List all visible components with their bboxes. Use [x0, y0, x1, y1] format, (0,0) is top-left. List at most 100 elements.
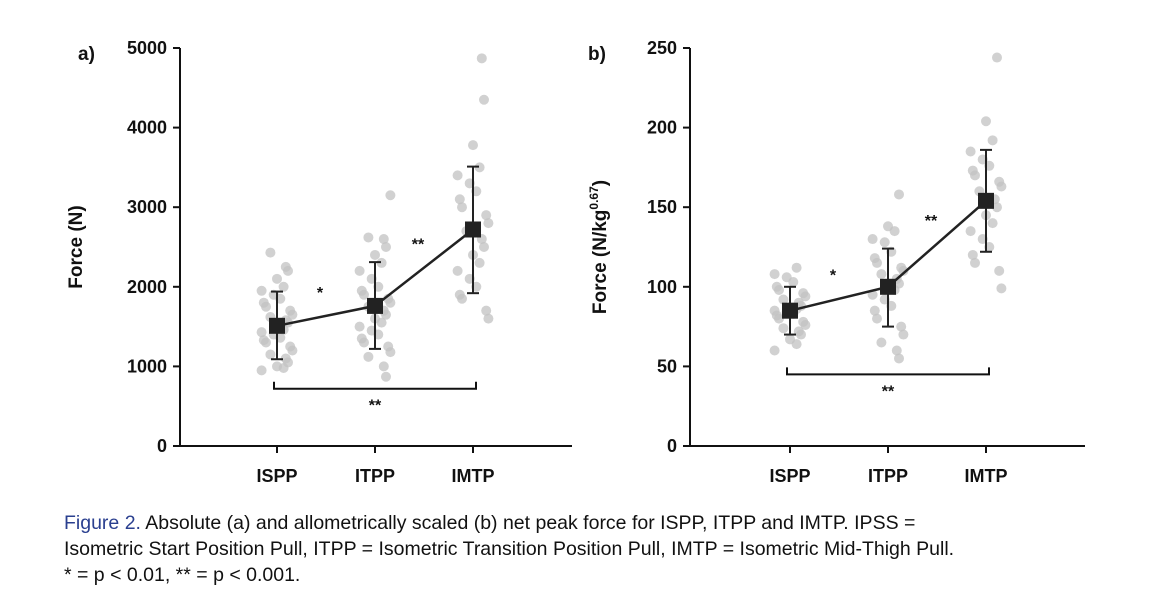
panel-b-individual-point: [996, 283, 1007, 294]
panel-b-individual-point: [781, 272, 792, 283]
caption-line-1: Figure 2. Absolute (a) and allometricall…: [64, 510, 1159, 536]
caption-line-3: * = p < 0.01, ** = p < 0.001.: [64, 564, 301, 586]
panel-a-individual-point: [479, 94, 489, 105]
panel-a: a) 0 1000 2000 3000 4000 5000 ISPP ITPP IMTP Force…: [66, 38, 572, 486]
panel-a-individual-point: [354, 265, 365, 276]
panel-b-x-tick-label: ITPP: [868, 466, 908, 486]
panel-a-y-tick-label: 1000: [127, 356, 167, 376]
panel-b-individual-point: [967, 249, 978, 260]
panel-b-individual-point: [965, 146, 976, 157]
panel-b-individual-point: [894, 189, 904, 200]
figure-caption: Figure 2. Absolute (a) and allometricall…: [64, 510, 1159, 588]
panel-a-individual-point: [265, 247, 276, 258]
panel-a-individual-point: [280, 261, 291, 272]
panel-b-individual-point: [883, 221, 893, 232]
panel-b-individual-point: [769, 269, 780, 280]
panel-a-individual-point: [378, 361, 389, 372]
panel-b-individual-point: [891, 345, 902, 356]
panel-a-individual-point: [256, 285, 267, 296]
panel-a-individual-point: [363, 351, 374, 362]
panel-b-individual-point: [994, 265, 1005, 276]
panel-b-individual-point: [896, 321, 907, 332]
panel-a-individual-point: [278, 281, 289, 292]
panel-a-individual-point: [280, 353, 291, 364]
panel-a-individual-point: [376, 257, 387, 268]
panel-b-individual-point: [876, 269, 887, 280]
panel-a-x-tick-label: ISPP: [256, 466, 297, 486]
panel-b-x-tick-label: IMTP: [965, 466, 1008, 486]
panel-b-y-tick-label: 50: [657, 356, 677, 376]
panel-a-significance-label: *: [317, 285, 324, 302]
panel-a-individual-point: [457, 202, 467, 213]
panel-b-significance-label: **: [882, 383, 895, 400]
panel-b: b) 0 50 100 150 200 250 ISPP ITPP IMTP Force (N/kg…: [587, 38, 1085, 486]
panel-a-significance-bracket: [273, 381, 477, 390]
panel-a-y-axis-title: Force (N): [66, 205, 87, 288]
panel-a-individual-point: [454, 194, 465, 205]
panel-b-individual-point: [992, 202, 1002, 213]
panel-b-individual-point: [876, 337, 887, 348]
panel-a-individual-point: [265, 349, 276, 360]
panel-b-individual-point: [896, 262, 907, 273]
panel-b-individual-point: [967, 165, 978, 176]
panel-a-individual-point: [272, 361, 282, 372]
panel-a-individual-point: [454, 289, 465, 300]
panel-b-y-tick-label: 100: [647, 277, 677, 297]
panel-a-x-tick-label: IMTP: [452, 466, 495, 486]
panel-a-y-tick-label: 0: [157, 436, 167, 456]
panel-a-mean-marker: [269, 317, 285, 334]
panel-b-y-axis-title: Force (N/kg0.67): [587, 180, 611, 314]
panel-a-individual-point: [378, 234, 389, 245]
panel-a-y-tick-label: 5000: [127, 38, 167, 58]
panel-a-individual-point: [383, 341, 394, 352]
panel-b-individual-point: [869, 253, 880, 264]
panel-a-individual-point: [363, 232, 374, 243]
panel-a-mean-marker: [367, 297, 383, 314]
panel-a-individual-point: [258, 297, 269, 308]
panel-a-individual-point: [483, 218, 494, 229]
panel-b-individual-point: [798, 288, 809, 299]
panel-b-individual-point: [778, 294, 789, 305]
panel-a-individual-point: [285, 341, 296, 352]
panel-b-label: b): [588, 44, 606, 65]
panel-a-individual-point: [285, 305, 296, 316]
panel-a-individual-point: [381, 371, 391, 382]
panel-a-individual-point: [272, 273, 282, 284]
panel-b-individual-point: [994, 176, 1005, 187]
panel-a-individual-point: [476, 53, 487, 64]
panel-b-individual-point: [785, 334, 795, 345]
panel-b-individual-point: [894, 353, 904, 364]
panel-b-y-tick-label: 150: [647, 197, 677, 217]
panel-b-individual-point: [987, 135, 998, 146]
panel-b-significance-bracket: [786, 367, 990, 376]
caption-line-1-text: Absolute (a) and allometrically scaled (…: [145, 512, 916, 534]
panel-b-individual-point: [771, 281, 782, 292]
panel-b-individual-point: [791, 262, 802, 273]
panel-a-individual-point: [258, 335, 269, 346]
panel-a-individual-point: [356, 285, 367, 296]
panel-b-individual-point: [798, 316, 809, 327]
panel-b-individual-point: [778, 323, 789, 334]
panel-a-individual-point: [256, 365, 267, 376]
panel-b-y-axis-title-superscript: 0.67: [587, 186, 601, 210]
panel-a-individual-point: [479, 242, 489, 252]
panel-a-individual-point: [356, 333, 367, 344]
panel-a-y-tick-label: 4000: [127, 118, 167, 138]
panel-b-significance-label: **: [925, 213, 938, 230]
panel-a-individual-point: [468, 140, 478, 151]
panel-a-individual-point: [483, 313, 494, 324]
panel-b-individual-point: [793, 326, 804, 337]
panel-b-significance-label: *: [830, 268, 837, 285]
panel-a-individual-point: [385, 190, 396, 201]
panel-a-individual-point: [452, 170, 463, 181]
panel-a-individual-point: [452, 265, 463, 276]
panel-b-individual-point: [872, 313, 882, 324]
panel-a-individual-point: [474, 257, 485, 268]
panel-b-individual-point: [992, 52, 1002, 63]
panel-a-significance-label: **: [369, 398, 382, 415]
panel-b-individual-point: [981, 116, 991, 127]
panel-a-individual-point: [474, 162, 485, 173]
panel-a-individual-point: [481, 210, 492, 221]
panel-a-y-tick-label: 2000: [127, 277, 167, 297]
